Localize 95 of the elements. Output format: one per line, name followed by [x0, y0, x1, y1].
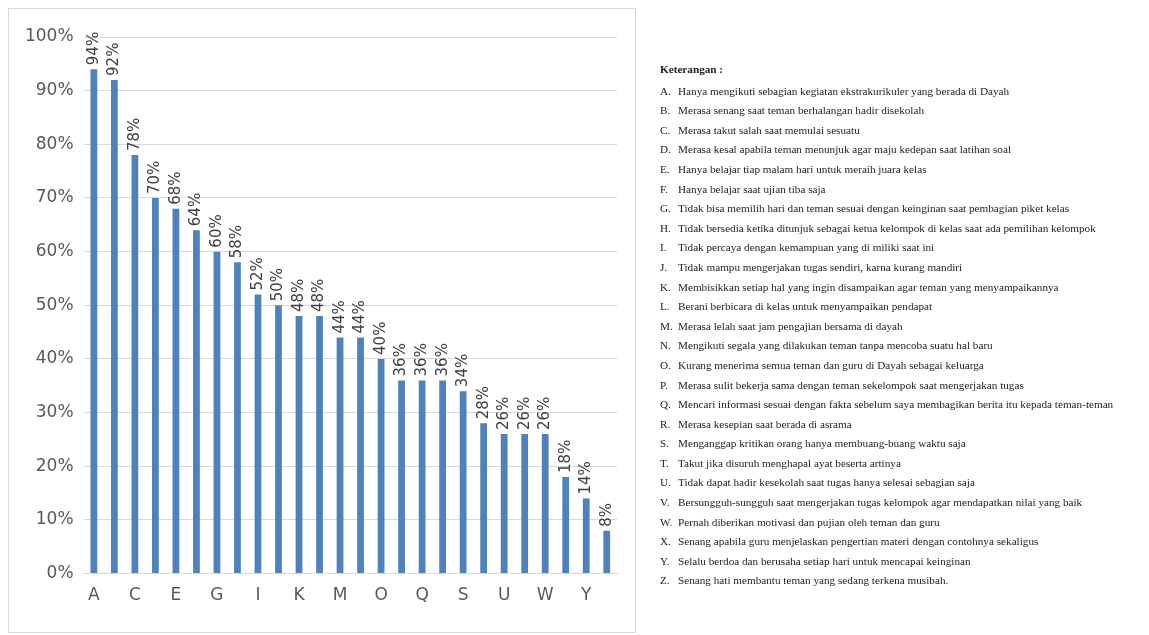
data-label: 34%: [453, 353, 472, 388]
data-label: 48%: [288, 278, 307, 313]
bar: [275, 305, 282, 574]
x-tick-label: I: [255, 584, 261, 605]
text: R. Merasa kesepian saat berada di asrama: [660, 416, 852, 432]
text: Y. Selalu berdoa dan berusaha setiap hari untuk mencapai keinginan: [660, 553, 971, 569]
x-tick-label: K: [293, 584, 306, 605]
bar: [90, 69, 98, 574]
text: N. Mengikuti segala yang dilakukan teman tanpa mencoba suatu hal baru: [660, 338, 993, 354]
data-label: 26%: [494, 396, 513, 431]
x-tick-label: M: [332, 584, 348, 605]
data-label: 50%: [268, 267, 287, 302]
text: H. Tidak bersedia ketika ditunjuk sebagai ketua kelompok di kelas saat ada pemilihan kelompok: [660, 220, 1096, 236]
y-tick-label: 100%: [24, 25, 74, 46]
bar: [110, 79, 118, 574]
bar: [480, 423, 488, 574]
bar: [193, 230, 200, 574]
bar: [357, 337, 364, 574]
data-label: 44%: [329, 300, 348, 334]
y-tick-label: 40%: [35, 347, 74, 368]
text: E. Hanya belajar tiap malam hari untuk meraih juara kelas: [660, 161, 927, 177]
text: P. Merasa sulit bekerja sama dengan teman sekelompok saat mengerjakan tugas: [660, 377, 1024, 393]
data-label: 64%: [186, 192, 205, 227]
data-label: 60%: [206, 214, 225, 248]
bar: [603, 530, 611, 574]
data-label: 14%: [576, 461, 595, 495]
bar: [562, 477, 570, 574]
data-label: 70%: [145, 160, 164, 194]
x-tick-label: G: [210, 584, 224, 605]
y-tick-label: 90%: [35, 79, 74, 100]
x-tick-label: A: [88, 584, 101, 605]
y-tick-label: 60%: [35, 240, 74, 261]
text: S. Menganggap kritikan orang hanya membuang-buang waktu saja: [660, 436, 966, 452]
data-label: 18%: [555, 439, 574, 474]
y-tick-label: 0%: [46, 562, 74, 583]
text: V. Bersungguh-sungguh saat mengerjakan tugas kelompok agar mendapatkan nilai yang baik: [660, 495, 1083, 511]
text: K. Membisikkan setiap hal yang ingin disampaikan agar teman yang menyampaikannya: [660, 279, 1059, 295]
data-label: 8%: [596, 502, 615, 527]
data-label: 36%: [411, 343, 430, 377]
x-tick-label: Y: [580, 584, 593, 605]
y-tick-label: 30%: [35, 401, 74, 422]
bar: [439, 380, 447, 574]
data-label: 26%: [535, 396, 554, 431]
bar: [541, 434, 549, 574]
text: A. Hanya mengikuti sebagian kegiatan ekstrakurikuler yang berada di Dayah: [660, 83, 1010, 99]
y-tick-label: 80%: [35, 132, 74, 153]
bar: [500, 434, 508, 574]
data-label: 48%: [309, 278, 328, 313]
text: B. Merasa senang saat teman berhalangan hadir disekolah: [660, 103, 925, 119]
data-label: 68%: [165, 171, 184, 205]
y-tick-label: 70%: [35, 186, 74, 207]
text: L. Berani berbicara di kelas untuk menyampaikan pendapat: [660, 299, 933, 315]
bar: [459, 391, 467, 574]
data-label: 58%: [227, 225, 246, 259]
text: Z. Senang hati membantu teman yang sedang terkena musibah.: [660, 573, 949, 589]
bar: [521, 434, 529, 574]
y-tick-label: 50%: [35, 293, 74, 314]
text: M. Merasa lelah saat jam pengajian bersama di dayah: [660, 318, 903, 334]
text: D. Merasa kesal apabila teman menunjuk agar maju kedepan saat latihan soal: [660, 142, 1012, 158]
x-tick-label: W: [536, 584, 554, 605]
text: U. Tidak dapat hadir kesekolah saat tugas hanya selesai sebagian saja: [660, 475, 975, 491]
text: I. Tidak percaya dengan kemampuan yang di miliki saat ini: [660, 240, 935, 256]
y-tick-label: 20%: [35, 454, 74, 475]
bar: [234, 262, 241, 574]
bar: [582, 498, 590, 574]
data-label: 28%: [473, 386, 492, 420]
data-label: 40%: [370, 321, 389, 355]
text: X. Senang apabila guru menjelaskan pengertian materi dengan contohnya sekaligus: [660, 534, 1039, 550]
text: Keterangan :: [660, 62, 725, 77]
data-label: 78%: [124, 117, 143, 152]
data-label: 26%: [514, 396, 533, 431]
data-label: 94%: [83, 31, 102, 66]
text: W. Pernah diberikan motivasi dan pujian oleh teman dan guru: [660, 514, 940, 530]
bar: [398, 380, 405, 574]
y-tick-label: 10%: [35, 508, 74, 529]
text: F. Hanya belajar saat ujian tiba saja: [660, 181, 826, 197]
text: O. Kurang menerima semua teman dan guru di Dayah sebagai keluarga: [660, 357, 984, 373]
x-tick-label: S: [457, 584, 469, 605]
text: Q. Mencari informasi sesuai dengan fakta sebelum saya membagikan berita itu kepada teman-teman: [660, 397, 1114, 413]
data-label: 52%: [247, 257, 266, 291]
bar: [152, 197, 159, 574]
data-label: 92%: [104, 42, 123, 76]
x-tick-label: U: [497, 584, 511, 605]
data-label: 44%: [350, 300, 369, 334]
text: G. Tidak bisa memilih hari dan teman sesuai dengan keinginan saat pembagian piket kelas: [660, 201, 1070, 217]
x-tick-label: E: [170, 584, 182, 605]
x-tick-label: Q: [415, 584, 429, 605]
x-tick-label: O: [374, 584, 388, 605]
x-tick-label: C: [128, 584, 141, 605]
text: T. Takut jika disuruh menghapal ayat beserta artinya: [660, 455, 901, 471]
data-label: 36%: [391, 343, 410, 377]
data-label: 36%: [432, 343, 451, 377]
text: C. Merasa takut salah saat memulai sesuatu: [660, 122, 860, 138]
bar: [316, 316, 323, 574]
text: J. Tidak mampu mengerjakan tugas sendiri, karna kurang mandiri: [660, 259, 963, 275]
